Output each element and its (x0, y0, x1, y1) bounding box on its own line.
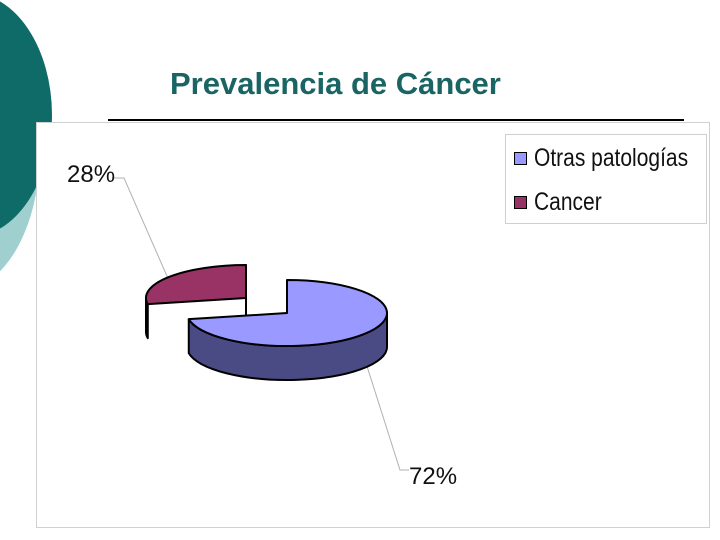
leader-line-otras-patologias (364, 359, 409, 471)
legend-item-cancer: Cancer (514, 187, 615, 217)
data-label-cancer: 28% (67, 161, 115, 188)
pie-top-cancer (145, 264, 247, 306)
data-labels: 28% 72% (67, 161, 457, 490)
leader-line-cancer (112, 177, 171, 284)
legend-swatch-otras-patologias (514, 151, 527, 165)
leader-lines (112, 177, 409, 471)
legend-item-otras-patologias: Otras patologías (514, 143, 717, 173)
legend-label-otras-patologias: Otras patologías (534, 143, 689, 172)
pie-slices (145, 264, 388, 381)
slide-title: Prevalencia de Cáncer (170, 66, 501, 101)
data-label-otras-patologias: 72% (409, 463, 457, 490)
title-divider (108, 119, 684, 121)
legend-label-cancer: Cancer (534, 187, 602, 216)
chart-legend: Otras patologías Cancer (505, 134, 707, 224)
pie-top-otras-patologias (187, 279, 388, 347)
legend-swatch-cancer (514, 195, 527, 209)
pie-slice-otras-patologias (187, 279, 388, 381)
